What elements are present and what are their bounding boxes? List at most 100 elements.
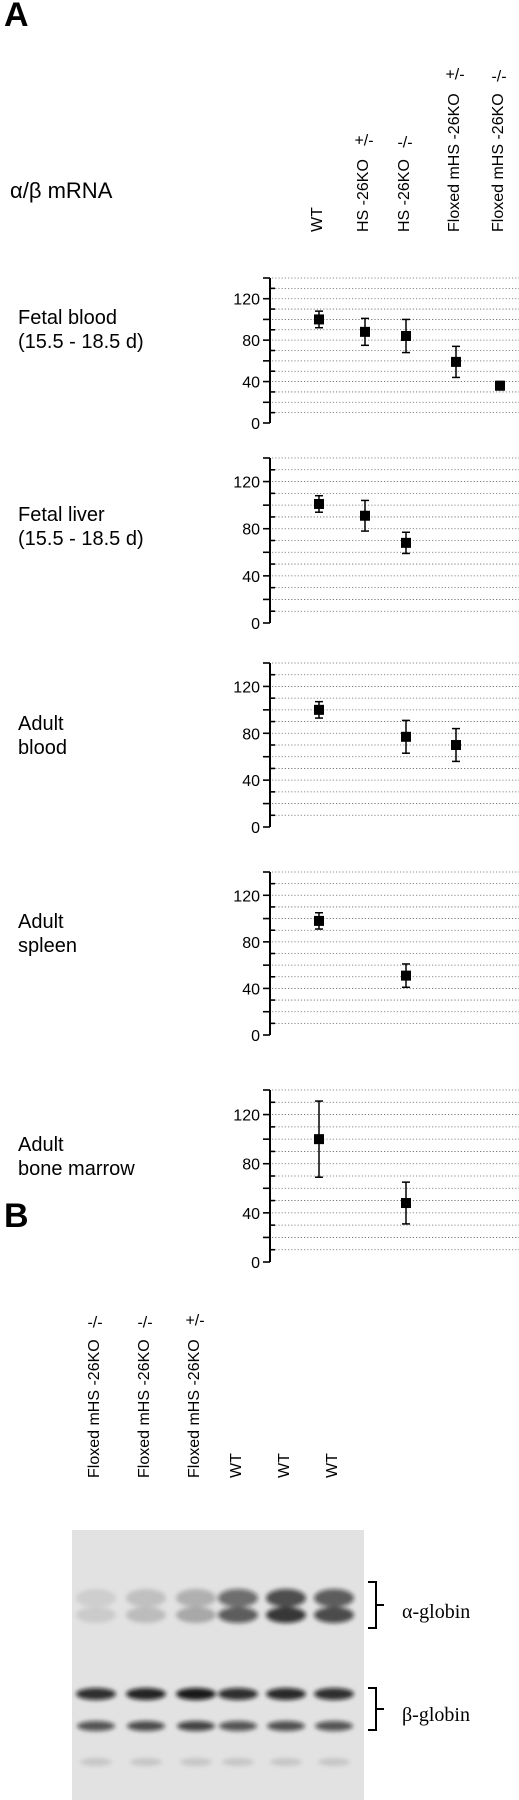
tissue-label-4: Adult spleen xyxy=(18,910,77,958)
panel-b-letter: B xyxy=(4,1197,29,1235)
alpha-band-lower xyxy=(176,1607,216,1623)
point-marker xyxy=(360,510,370,521)
data-point xyxy=(401,531,411,555)
beta-band-upper xyxy=(76,1688,116,1700)
alpha-band-upper xyxy=(176,1589,216,1607)
lane-label-4: WT xyxy=(228,1453,246,1478)
beta-band-lower xyxy=(219,1721,257,1731)
faint-band xyxy=(270,1758,302,1766)
y-tick-label: 40 xyxy=(242,375,260,392)
alpha-globin-label: α-globin xyxy=(402,1601,471,1623)
y-tick-label: 120 xyxy=(233,475,260,492)
lane-label-2: Floxed mHS -26KO -/- xyxy=(136,1314,154,1478)
tissue-label-line: Fetal liver xyxy=(18,504,105,526)
y-tick-label: 120 xyxy=(233,1108,260,1125)
y-tick-label: 0 xyxy=(251,820,260,837)
tissue-label-line: bone marrow xyxy=(18,1158,135,1180)
y-tick-label: 80 xyxy=(242,1157,260,1174)
alpha-band-lower xyxy=(266,1607,306,1623)
alpha-band-lower xyxy=(126,1607,166,1623)
tissue-label-3: Adult blood xyxy=(18,712,67,760)
alpha-band-upper xyxy=(314,1589,354,1607)
lane-label-5: WT xyxy=(276,1453,294,1478)
point-marker xyxy=(314,915,324,926)
tissue-label-line: spleen xyxy=(18,935,77,957)
y-tick-label: 40 xyxy=(242,569,260,586)
panel-a-letter: A xyxy=(4,0,29,34)
alpha-band-upper xyxy=(218,1589,258,1607)
y-tick-label: 120 xyxy=(233,888,260,905)
beta-bracket xyxy=(368,1687,384,1731)
lane-label-name: WT xyxy=(276,1453,293,1478)
tissue-label-line: (15.5 - 18.5 d) xyxy=(18,331,144,353)
beta-band-upper xyxy=(266,1688,306,1700)
beta-globin-label: β-globin xyxy=(402,1704,470,1726)
faint-band xyxy=(318,1758,350,1766)
beta-band-lower xyxy=(315,1721,353,1731)
beta-band-lower xyxy=(127,1721,165,1731)
data-point xyxy=(314,494,324,513)
tissue-label-2: Fetal liver (15.5 - 18.5 d) xyxy=(18,503,144,551)
point-marker xyxy=(451,740,461,750)
point-marker xyxy=(314,704,324,715)
data-point xyxy=(451,345,461,379)
alpha-band-upper xyxy=(266,1589,306,1607)
beta-band-lower xyxy=(267,1721,305,1731)
point-marker xyxy=(451,356,461,367)
data-point xyxy=(401,963,411,989)
lane-label-name: Floxed mHS -26KO xyxy=(136,1339,153,1478)
point-marker xyxy=(314,314,324,325)
beta-band-upper xyxy=(314,1688,354,1700)
lane-label-genotype: -/- xyxy=(137,1314,153,1332)
tissue-label-1: Fetal blood (15.5 - 18.5 d) xyxy=(18,306,144,354)
point-marker xyxy=(401,970,411,981)
y-tick-label: 0 xyxy=(251,416,260,433)
lane-label-name: Floxed mHS -26KO xyxy=(86,1339,103,1478)
ratio-label: α/β mRNA xyxy=(10,178,113,203)
data-point xyxy=(401,719,411,754)
y-tick-label: 80 xyxy=(242,935,260,952)
data-point xyxy=(401,1181,411,1225)
tissue-label-5: Adult bone marrow xyxy=(18,1133,135,1181)
lane-label-1: Floxed mHS -26KO -/- xyxy=(86,1314,104,1478)
lane-label-name: Floxed mHS -26KO xyxy=(186,1339,203,1478)
y-tick-label: 0 xyxy=(251,1255,260,1272)
chart-panel-3: 0 40 80 120 xyxy=(233,662,519,837)
beta-band-upper xyxy=(126,1688,166,1700)
data-point xyxy=(314,1100,324,1178)
blot-membrane xyxy=(72,1530,364,1800)
point-marker xyxy=(401,537,411,548)
data-point xyxy=(314,310,324,329)
chart-panel-2: 0 40 80 120 xyxy=(233,457,519,633)
point-marker xyxy=(314,498,324,509)
blot-image xyxy=(72,1530,364,1800)
point-marker xyxy=(401,1198,411,1209)
beta-band-upper xyxy=(176,1688,216,1700)
data-point xyxy=(314,912,324,930)
data-point xyxy=(360,317,370,347)
point-marker xyxy=(495,380,505,391)
tissue-label-line: (15.5 - 18.5 d) xyxy=(18,528,144,550)
point-marker xyxy=(360,326,370,337)
y-tick-label: 0 xyxy=(251,616,260,633)
alpha-band-lower xyxy=(314,1607,354,1623)
lane-label-6: WT xyxy=(324,1453,342,1478)
data-point xyxy=(314,700,324,719)
data-point xyxy=(451,727,461,763)
alpha-band-lower xyxy=(218,1607,258,1623)
y-tick-label: 120 xyxy=(233,292,260,309)
faint-band xyxy=(80,1758,112,1766)
beta-band-upper xyxy=(218,1688,258,1700)
tissue-label-line: blood xyxy=(18,737,67,759)
alpha-band-lower xyxy=(76,1607,116,1623)
lane-label-genotype: +/- xyxy=(185,1312,205,1330)
data-point xyxy=(401,318,411,354)
faint-band xyxy=(180,1758,212,1766)
point-marker xyxy=(401,331,411,341)
beta-band-lower xyxy=(177,1721,215,1731)
chart-panel-1: 0 40 80 120 xyxy=(233,277,519,433)
lane-label-genotype: -/- xyxy=(87,1314,103,1332)
tissue-label-line: Adult xyxy=(18,911,64,933)
lane-label-name: WT xyxy=(228,1453,245,1478)
